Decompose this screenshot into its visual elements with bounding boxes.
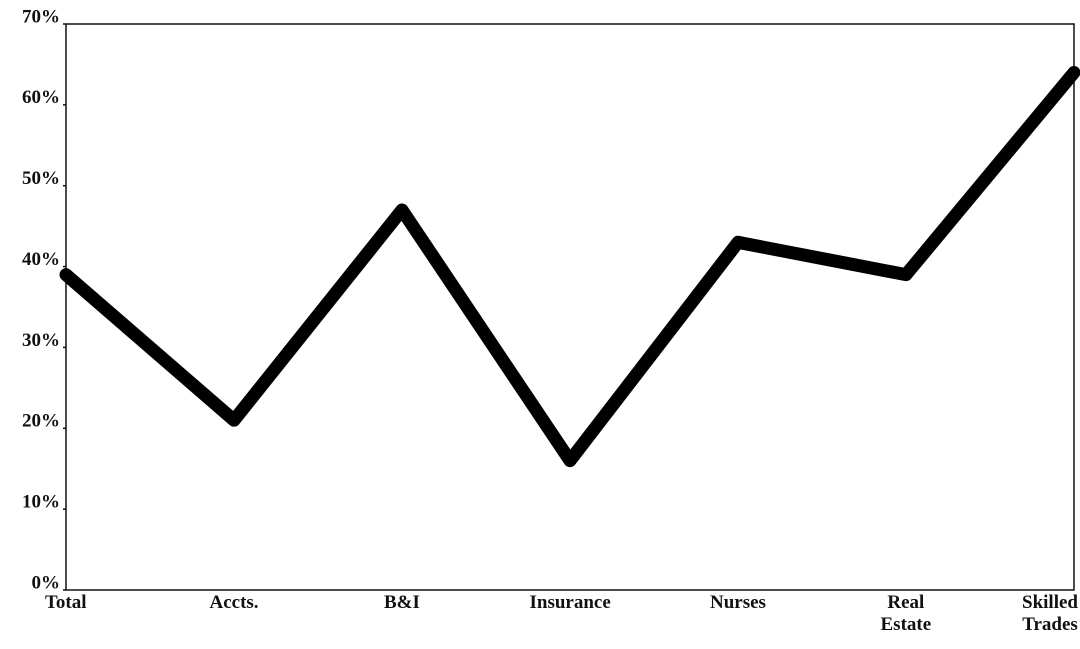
y-tick-label: 60% bbox=[22, 87, 60, 108]
y-tick-label: 70% bbox=[22, 6, 60, 27]
x-tick-label: Insurance bbox=[529, 592, 611, 613]
plot-frame bbox=[65, 23, 1075, 591]
y-tick-label: 10% bbox=[22, 492, 60, 513]
data-line bbox=[59, 66, 1080, 468]
x-tick-label: Skilled Trades bbox=[1022, 592, 1078, 635]
x-tick-label: Nurses bbox=[710, 592, 766, 613]
y-tick-label: 0% bbox=[32, 572, 61, 593]
x-tick-label: Accts. bbox=[209, 592, 259, 613]
y-tick-label: 50% bbox=[22, 168, 60, 189]
y-tick-label: 30% bbox=[22, 330, 60, 351]
x-tick-label: Real Estate bbox=[880, 592, 932, 635]
x-tick-label: Total bbox=[45, 592, 87, 613]
x-tick-label: B&I bbox=[384, 592, 420, 613]
y-tick-label: 20% bbox=[22, 411, 60, 432]
y-tick-label: 40% bbox=[22, 249, 60, 270]
